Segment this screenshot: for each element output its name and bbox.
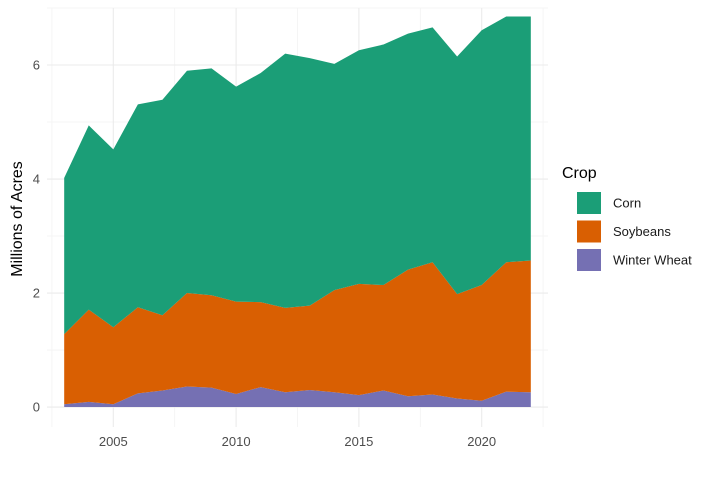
legend-swatch-winter-wheat bbox=[577, 249, 601, 271]
x-tick-label: 2010 bbox=[222, 434, 251, 449]
area-soybeans bbox=[64, 260, 531, 405]
legend-label-corn: Corn bbox=[613, 196, 641, 211]
y-tick-labels: 0 2 4 6 bbox=[33, 58, 40, 415]
legend-label-soybeans: Soybeans bbox=[613, 224, 671, 239]
area-winter-wheat bbox=[64, 386, 531, 408]
legend-title: Crop bbox=[562, 165, 597, 182]
legend: Crop Corn Soybeans Winter Wheat bbox=[562, 165, 692, 271]
y-axis-title: Millions of Acres bbox=[9, 161, 26, 277]
x-tick-label: 2020 bbox=[467, 434, 496, 449]
y-tick-label: 0 bbox=[33, 400, 40, 415]
y-tick-label: 4 bbox=[33, 172, 40, 187]
legend-swatch-corn bbox=[577, 192, 601, 214]
y-tick-label: 6 bbox=[33, 58, 40, 73]
y-tick-label: 2 bbox=[33, 286, 40, 301]
area-series bbox=[64, 16, 531, 408]
legend-label-winter-wheat: Winter Wheat bbox=[613, 253, 692, 268]
x-tick-label: 2005 bbox=[99, 434, 128, 449]
legend-swatch-soybeans bbox=[577, 220, 601, 243]
area-corn bbox=[64, 16, 531, 335]
x-tick-label: 2015 bbox=[344, 434, 373, 449]
x-tick-labels: 2005 2010 2015 2020 bbox=[99, 434, 496, 449]
